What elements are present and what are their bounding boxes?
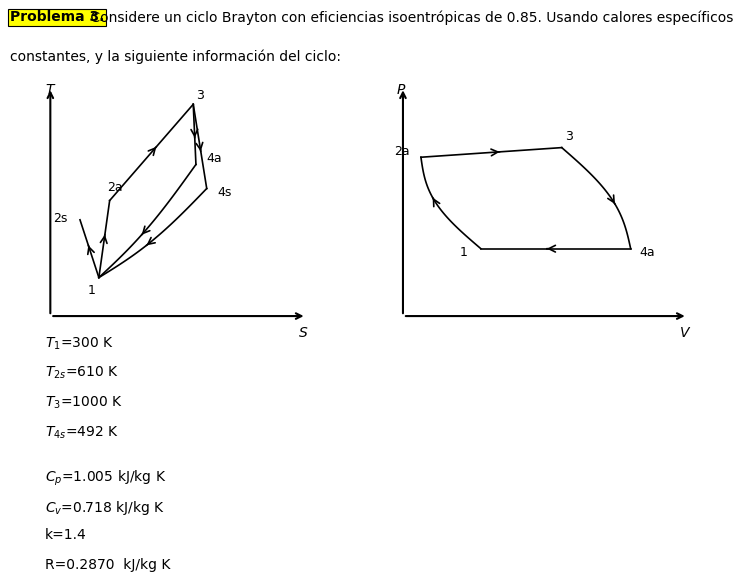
Text: constantes, y la siguiente información del ciclo:: constantes, y la siguiente información d…	[10, 49, 341, 64]
Text: 2a: 2a	[107, 181, 123, 194]
Text: $T_3$=1000 K: $T_3$=1000 K	[45, 395, 123, 411]
Text: 4s: 4s	[217, 186, 232, 199]
Text: T: T	[45, 83, 53, 97]
Text: 2s: 2s	[53, 212, 67, 225]
Text: $T_1$=300 K: $T_1$=300 K	[45, 335, 114, 352]
Text: Problema 3.: Problema 3.	[10, 10, 104, 24]
Text: 3: 3	[196, 89, 204, 103]
Text: $T_{4s}$=492 K: $T_{4s}$=492 K	[45, 425, 118, 441]
Text: P: P	[397, 83, 405, 97]
Text: $C_v$=0.718 kJ/kg K: $C_v$=0.718 kJ/kg K	[45, 499, 165, 516]
Text: $C_p$=1.005 kJ/kg K: $C_p$=1.005 kJ/kg K	[45, 469, 166, 488]
Text: V: V	[680, 325, 689, 340]
Text: R=0.2870  kJ/kg K: R=0.2870 kJ/kg K	[45, 558, 170, 572]
Text: 3: 3	[565, 131, 573, 143]
Text: 4a: 4a	[207, 152, 222, 165]
Text: 1: 1	[88, 284, 96, 297]
Text: S: S	[300, 325, 308, 340]
Text: Considere un ciclo Brayton con eficiencias isoentrópicas de 0.85. Usando calores: Considere un ciclo Brayton con eficienci…	[86, 10, 733, 25]
Text: 1: 1	[460, 246, 468, 259]
Text: 2a: 2a	[394, 145, 410, 158]
Text: k=1.4: k=1.4	[45, 528, 87, 542]
Text: $T_{2s}$=610 K: $T_{2s}$=610 K	[45, 365, 119, 382]
Text: 4a: 4a	[640, 246, 655, 259]
